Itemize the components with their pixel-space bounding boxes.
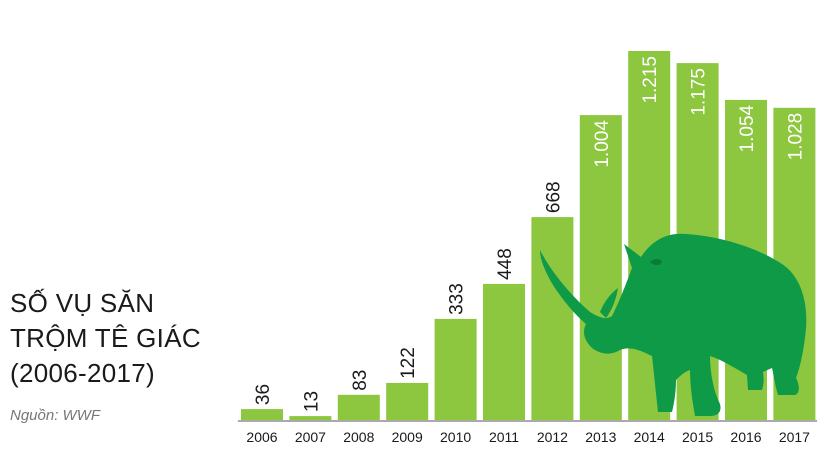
value-label-2012: 668 xyxy=(543,181,564,213)
bar-2012 xyxy=(531,217,574,420)
value-label-2009: 122 xyxy=(398,347,419,379)
x-tick-label-2017: 2017 xyxy=(779,429,810,445)
x-tick-label-2009: 2009 xyxy=(392,429,423,445)
bar-2009 xyxy=(386,382,429,420)
value-label-2017: 1.028 xyxy=(785,113,806,161)
x-tick-label-2012: 2012 xyxy=(537,429,568,445)
x-tick-label-2016: 2016 xyxy=(730,429,761,445)
title-line-3: (2006-2017) xyxy=(10,358,155,388)
x-tick-label-2007: 2007 xyxy=(295,429,326,445)
value-label-2010: 333 xyxy=(447,283,468,315)
title-line-2: TRỘM TÊ GIÁC xyxy=(10,323,201,353)
x-tick-label-2013: 2013 xyxy=(585,429,616,445)
value-label-2013: 1.004 xyxy=(592,120,613,168)
value-label-2016: 1.054 xyxy=(737,104,758,152)
source-note: Nguồn: WWF xyxy=(10,407,101,424)
value-label-2008: 83 xyxy=(350,370,371,391)
x-tick-label-2010: 2010 xyxy=(440,429,471,445)
title-line-1: SỐ VỤ SĂN xyxy=(10,288,155,318)
rhino-illustration xyxy=(540,233,807,416)
value-label-2007: 13 xyxy=(301,391,322,412)
chart-title: SỐ VỤ SĂN TRỘM TÊ GIÁC (2006-2017) xyxy=(10,286,250,391)
bar-2013 xyxy=(579,115,622,420)
bar-2006 xyxy=(241,409,283,420)
x-tick-label-2006: 2006 xyxy=(246,429,277,445)
bar-2010 xyxy=(434,318,477,420)
bar-2007 xyxy=(289,416,332,420)
x-tick-label-2011: 2011 xyxy=(489,429,519,445)
value-label-2011: 448 xyxy=(495,248,516,280)
value-label-2015: 1.175 xyxy=(689,68,710,116)
x-tick-label-2014: 2014 xyxy=(634,429,665,445)
bar-2008 xyxy=(337,394,380,420)
value-label-2014: 1.215 xyxy=(640,56,661,104)
value-label-2006: 36 xyxy=(253,384,274,405)
x-tick-label-2008: 2008 xyxy=(343,429,374,445)
bar-2011 xyxy=(483,283,525,420)
x-tick-label-2015: 2015 xyxy=(682,429,713,445)
